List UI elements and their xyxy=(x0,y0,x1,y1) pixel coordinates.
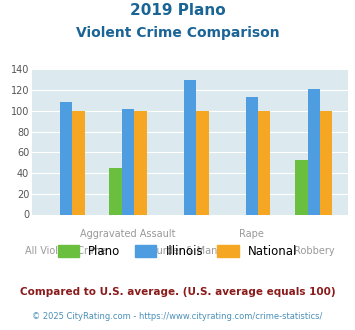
Legend: Plano, Illinois, National: Plano, Illinois, National xyxy=(58,245,297,258)
Bar xyxy=(122,109,134,214)
Text: © 2025 CityRating.com - https://www.cityrating.com/crime-statistics/: © 2025 CityRating.com - https://www.city… xyxy=(32,312,323,321)
Bar xyxy=(295,159,308,214)
Bar xyxy=(60,103,72,214)
Bar xyxy=(72,111,84,214)
Bar xyxy=(134,111,147,214)
Text: Murder & Mans...: Murder & Mans... xyxy=(148,246,232,256)
Text: Rape: Rape xyxy=(239,229,264,239)
Bar xyxy=(308,89,320,214)
Bar xyxy=(184,80,196,214)
Text: 2019 Plano: 2019 Plano xyxy=(130,3,225,18)
Text: Aggravated Assault: Aggravated Assault xyxy=(80,229,176,239)
Bar xyxy=(109,168,122,214)
Bar xyxy=(320,111,332,214)
Text: All Violent Crime: All Violent Crime xyxy=(26,246,106,256)
Bar xyxy=(196,111,208,214)
Text: Violent Crime Comparison: Violent Crime Comparison xyxy=(76,26,279,40)
Text: Compared to U.S. average. (U.S. average equals 100): Compared to U.S. average. (U.S. average … xyxy=(20,287,335,297)
Bar xyxy=(258,111,271,214)
Text: Robbery: Robbery xyxy=(294,246,334,256)
Bar xyxy=(246,97,258,214)
